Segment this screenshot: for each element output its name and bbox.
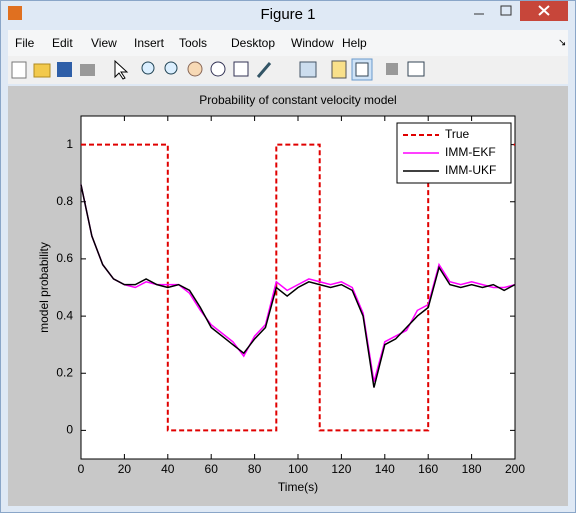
toolbar-icons [11, 58, 425, 81]
x-tick-label: 80 [248, 462, 262, 476]
maximize-button[interactable] [493, 1, 519, 21]
menu-item[interactable]: File [15, 36, 35, 50]
x-tick-label: 40 [161, 462, 175, 476]
pan-icon[interactable] [187, 61, 203, 77]
menu-bar [8, 30, 568, 56]
menu-item[interactable]: View [91, 36, 117, 50]
y-tick-label: 0.2 [56, 365, 73, 379]
x-tick-label: 160 [418, 462, 438, 476]
save-icon[interactable] [57, 62, 72, 77]
series-line [80, 184, 516, 388]
y-tick-label: 0.6 [56, 251, 73, 265]
legend-label: IMM-UKF [445, 163, 496, 177]
menu-item[interactable]: Insert [134, 36, 165, 50]
open-icon[interactable] [33, 63, 51, 78]
pointer-icon[interactable] [114, 59, 129, 80]
link-icon[interactable] [299, 61, 317, 78]
menu-arrow[interactable]: ↘ [558, 38, 566, 49]
minimize-button[interactable] [466, 1, 492, 21]
x-tick-label: 140 [375, 462, 395, 476]
x-tick-label: 60 [205, 462, 219, 476]
datacursor-icon[interactable] [233, 61, 249, 77]
show-tools-icon[interactable] [407, 61, 425, 77]
plot: Probability of constant velocity model Ti… [37, 93, 525, 494]
series-line [81, 143, 515, 432]
legend-icon[interactable] [355, 62, 369, 77]
legend-label: IMM-EKF [445, 145, 496, 159]
y-tick-label: 0 [66, 423, 73, 437]
x-tick-label: 20 [118, 462, 132, 476]
menu-item[interactable]: Edit [52, 36, 73, 50]
x-axis-label: Time(s) [278, 480, 318, 494]
x-tick-label: 100 [288, 462, 308, 476]
menu-group: File Edit View Insert Tools Desktop Window Help [15, 36, 367, 50]
legend-label: True [445, 127, 470, 141]
x-tick-label: 200 [505, 462, 525, 476]
menu-item[interactable]: Window [291, 36, 334, 50]
y-tick-label: 1 [66, 137, 73, 151]
print-icon[interactable] [80, 64, 95, 76]
chart-title: Probability of constant velocity model [199, 93, 396, 107]
window-title: Figure 1 [260, 6, 315, 23]
rotate-icon[interactable] [210, 61, 226, 77]
close-icon [538, 5, 550, 16]
series-line [80, 184, 516, 383]
toolbar [8, 56, 568, 84]
colorbar-icon[interactable] [331, 60, 347, 79]
x-tick-label: 180 [462, 462, 482, 476]
menu-item[interactable]: Help [342, 36, 367, 50]
x-tick-label: 0 [78, 462, 85, 476]
menu-item[interactable]: Desktop [231, 36, 275, 50]
menu-item[interactable]: Tools [179, 36, 207, 50]
hide-tools-icon[interactable] [386, 63, 398, 75]
y-axis-label: model probability [37, 242, 51, 333]
zoom-in-icon[interactable] [141, 61, 155, 75]
new-icon[interactable] [11, 61, 27, 79]
y-tick-label: 0.4 [56, 308, 73, 322]
maximize-icon [500, 5, 512, 16]
app-icon[interactable] [8, 6, 22, 20]
zoom-out-icon[interactable] [164, 61, 178, 75]
y-tick-label: 0.8 [56, 194, 73, 208]
brush-icon[interactable] [256, 62, 272, 78]
x-tick-label: 120 [331, 462, 351, 476]
